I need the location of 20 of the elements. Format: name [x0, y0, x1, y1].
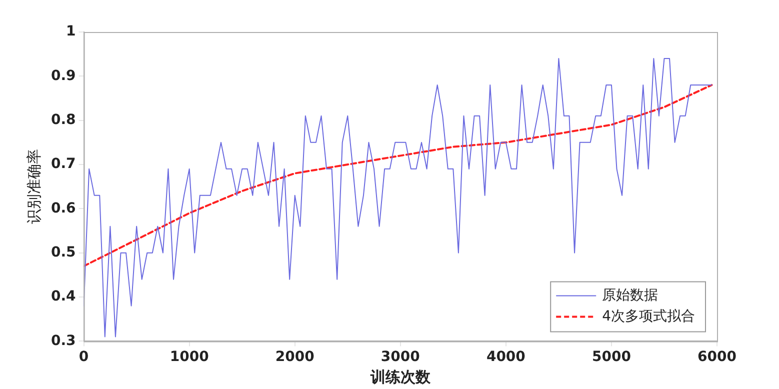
- y-tick-label: 0.5: [50, 244, 76, 260]
- legend-label: 4次多项式拟合: [602, 308, 696, 324]
- x-tick-label: 5000: [592, 349, 632, 366]
- x-tick-label: 3000: [380, 349, 420, 366]
- y-tick-label: 0.3: [50, 332, 76, 349]
- x-tick-label: 4000: [486, 349, 526, 366]
- x-tick-label: 1000: [170, 349, 210, 366]
- x-tick-label: 0: [78, 349, 89, 366]
- y-tick-label: 0.8: [50, 112, 76, 128]
- x-axis-title: 训练次数: [369, 368, 432, 386]
- y-tick-label: 0.4: [50, 288, 76, 305]
- x-tick-label: 6000: [698, 349, 737, 366]
- x-tick-label: 2000: [275, 349, 315, 366]
- legend-label: 原始数据: [602, 287, 658, 304]
- y-axis-title: 识别准确率: [24, 149, 43, 224]
- y-tick-label: 0.6: [50, 200, 76, 216]
- y-tick-label: 0.7: [50, 156, 76, 172]
- y-tick-label: 0.9: [50, 68, 76, 84]
- line-series: [84, 84, 713, 268]
- y-tick-label: 1: [66, 24, 76, 40]
